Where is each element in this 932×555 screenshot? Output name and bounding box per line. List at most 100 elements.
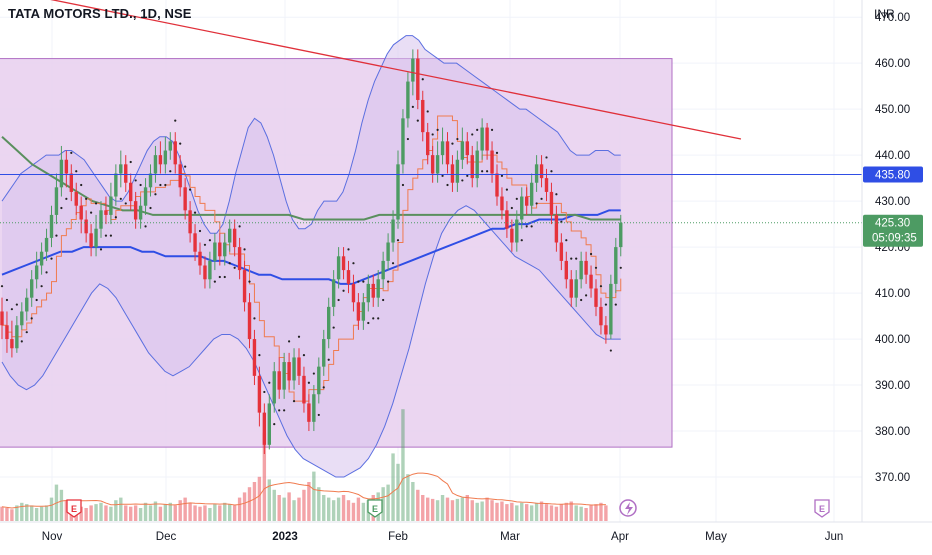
sar-dot: [134, 179, 137, 182]
sar-dot: [292, 400, 296, 403]
bollinger-upper: [1, 35, 621, 234]
candle-body: [614, 247, 618, 284]
volume-bar: [574, 505, 578, 521]
sar-dot: [565, 239, 568, 242]
candle-body: [376, 279, 380, 298]
candle-body: [505, 210, 509, 229]
candle-body: [609, 283, 613, 335]
candle-body: [406, 81, 410, 119]
y-tick-label: 370.00: [875, 472, 910, 484]
candle-body: [0, 311, 4, 326]
candle-body: [430, 155, 435, 174]
candle-body: [529, 182, 534, 206]
candle-body: [138, 205, 143, 220]
candle-body: [89, 233, 93, 248]
sar-dot: [0, 285, 4, 288]
sar-dot: [421, 78, 424, 81]
candle-body: [455, 159, 460, 183]
sar-dot: [451, 142, 454, 145]
candle-body: [272, 371, 276, 404]
sar-dot: [535, 202, 538, 205]
sar-dot: [337, 298, 340, 302]
sar-dot: [495, 151, 499, 154]
volume-bar: [267, 479, 271, 521]
candle-body: [525, 196, 529, 206]
volume-bar: [435, 500, 440, 521]
candle-body: [574, 279, 578, 298]
volume-bar: [0, 506, 4, 521]
volume-bar: [510, 502, 514, 521]
volume-bar: [341, 495, 346, 521]
candle-body: [94, 228, 98, 248]
candle-body: [470, 155, 474, 179]
volume-bar: [292, 500, 296, 521]
candle-body: [416, 58, 420, 100]
volume-bar: [604, 505, 608, 521]
y-tick-label: 400.00: [875, 334, 910, 346]
sar-dot: [139, 183, 142, 187]
candle-body: [143, 187, 148, 206]
sar-dot: [580, 298, 583, 302]
volume-bar: [485, 497, 489, 521]
sar-dot: [263, 390, 266, 394]
sar-dot: [525, 225, 528, 228]
volume-bar: [549, 505, 554, 521]
volume-bar: [584, 508, 588, 521]
volume-bar: [138, 508, 143, 521]
sar-dot: [70, 151, 73, 154]
candle-body: [84, 219, 88, 234]
candle-body: [213, 242, 217, 261]
volume-bar: [168, 502, 172, 521]
sar-dot: [273, 423, 276, 426]
volume-bar: [426, 497, 430, 521]
volume-bars: [0, 409, 608, 521]
sar-dot: [352, 262, 355, 265]
candle-body: [64, 159, 69, 174]
candle-body: [49, 214, 54, 238]
volume-bar: [351, 502, 356, 521]
candle-body: [604, 325, 608, 335]
sar-dot: [45, 271, 48, 274]
sar-dot: [387, 280, 390, 283]
sar-dot: [288, 340, 291, 343]
volume-bar: [247, 487, 252, 521]
candle-body: [539, 164, 544, 179]
volume-bar: [470, 500, 474, 521]
sar-dot: [278, 409, 281, 412]
sar-dot: [466, 174, 469, 177]
sar-dot: [510, 206, 513, 210]
candle-body: [44, 237, 49, 252]
sar-dot: [75, 170, 78, 173]
volume-bar: [579, 506, 583, 521]
countdown-label: 05:09:35: [872, 233, 917, 245]
sar-dot: [411, 105, 414, 108]
volume-bar: [99, 502, 103, 521]
candle-body: [564, 260, 568, 280]
sma-green: [1, 136, 621, 221]
candle-body: [153, 155, 158, 174]
volume-bar: [317, 487, 321, 521]
y-tick-label: 460.00: [875, 58, 910, 70]
candle-body: [252, 339, 257, 376]
y-tick-label: 430.00: [875, 196, 910, 208]
sar-dot: [5, 298, 9, 302]
sar-dot: [154, 193, 157, 196]
candle-body: [292, 357, 296, 381]
volume-bar: [327, 497, 331, 521]
candle-body: [39, 251, 44, 266]
sar-dot: [416, 119, 419, 122]
y-tick-label: 450.00: [875, 104, 910, 116]
sar-dot: [327, 358, 330, 361]
sar-dot: [169, 170, 172, 173]
volume-bar: [312, 471, 316, 521]
x-tick-label: Dec: [156, 531, 177, 543]
sar-dot: [174, 119, 177, 122]
volume-bar: [228, 504, 232, 521]
candle-body: [331, 279, 336, 307]
volume-bar: [262, 432, 267, 521]
x-tick-label: Apr: [611, 531, 629, 543]
sar-dot: [530, 225, 533, 228]
